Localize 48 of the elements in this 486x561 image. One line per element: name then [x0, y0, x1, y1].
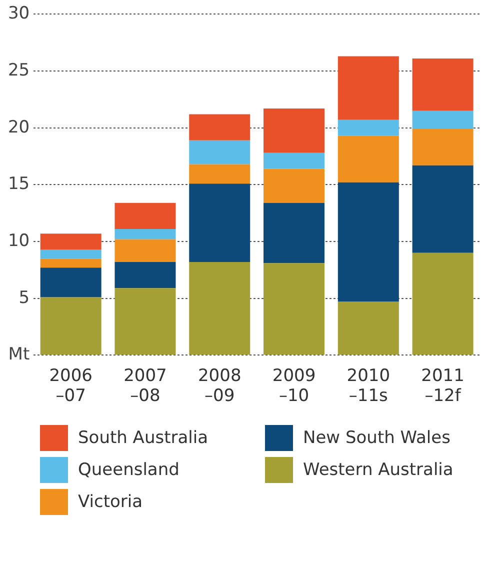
bar: [338, 56, 399, 120]
x-tick-label: 2007 –08: [124, 366, 167, 406]
bar: [189, 164, 250, 184]
bar: [40, 249, 102, 259]
y-tick-label: 30: [8, 4, 30, 24]
bar: [40, 234, 102, 250]
legend-label: New South Wales: [303, 428, 450, 448]
bar: [40, 268, 102, 298]
bar: [264, 263, 325, 355]
y-tick-label: 20: [8, 117, 30, 138]
bar: [40, 297, 102, 355]
bar: [189, 184, 250, 262]
bar: [412, 129, 474, 166]
x-tick-label: 2008 –09: [198, 366, 242, 406]
y-tick-label: 15: [8, 174, 30, 194]
bar: [338, 302, 399, 355]
bar: [412, 110, 474, 130]
bar: [189, 140, 250, 164]
x-tick-label: 2010 –11s: [346, 366, 390, 406]
bar: [114, 262, 176, 288]
bar: [264, 202, 325, 264]
bar: [40, 258, 102, 268]
legend-label: Western Australia: [303, 460, 454, 480]
bar: [189, 262, 250, 355]
y-tick-label: Mt: [8, 344, 30, 365]
bar: [338, 136, 399, 182]
legend-label: Queensland: [78, 460, 180, 480]
x-tick-label: 2009 –10: [272, 366, 316, 406]
bar: [114, 288, 176, 355]
y-tick-label: 25: [8, 60, 30, 80]
bar: [189, 114, 250, 140]
y-tick-label: 10: [8, 230, 30, 251]
legend-label: South Australia: [78, 428, 208, 448]
bar: [264, 152, 325, 169]
bar: [338, 182, 399, 302]
bar: [412, 58, 474, 111]
bar: [412, 165, 474, 253]
bar: [114, 239, 176, 262]
bar: [412, 252, 474, 355]
x-tick-label: 2011 –12f: [421, 366, 464, 406]
bar: [114, 229, 176, 240]
bar: [264, 168, 325, 203]
y-tick-label: 5: [18, 288, 30, 308]
legend-label: Victoria: [78, 492, 143, 512]
bar: [338, 120, 399, 136]
bar: [264, 108, 325, 153]
bar: [114, 202, 176, 230]
x-tick-label: 2006 –07: [49, 366, 92, 406]
